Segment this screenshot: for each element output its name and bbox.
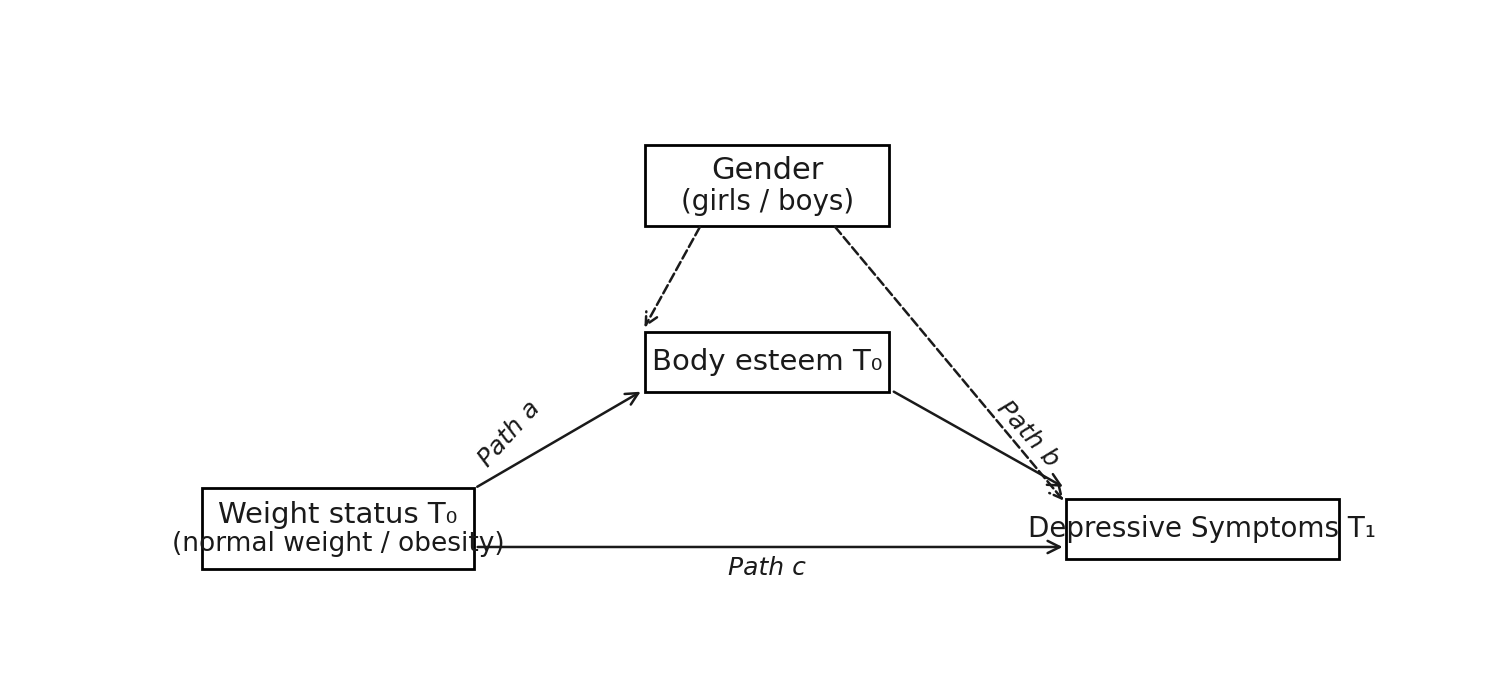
FancyBboxPatch shape xyxy=(645,333,889,392)
Text: Path c: Path c xyxy=(728,556,807,580)
Text: Gender: Gender xyxy=(711,156,823,185)
Text: (normal weight / obesity): (normal weight / obesity) xyxy=(172,531,504,558)
Text: Weight status T₀: Weight status T₀ xyxy=(219,501,458,529)
Text: Body esteem T₀: Body esteem T₀ xyxy=(653,348,882,377)
Text: Path b: Path b xyxy=(993,396,1064,472)
Text: Path a: Path a xyxy=(475,396,545,472)
Text: (girls / boys): (girls / boys) xyxy=(681,188,853,216)
Text: Depressive Symptoms T₁: Depressive Symptoms T₁ xyxy=(1028,514,1376,543)
FancyBboxPatch shape xyxy=(1066,499,1338,558)
FancyBboxPatch shape xyxy=(645,145,889,226)
FancyBboxPatch shape xyxy=(202,489,475,569)
